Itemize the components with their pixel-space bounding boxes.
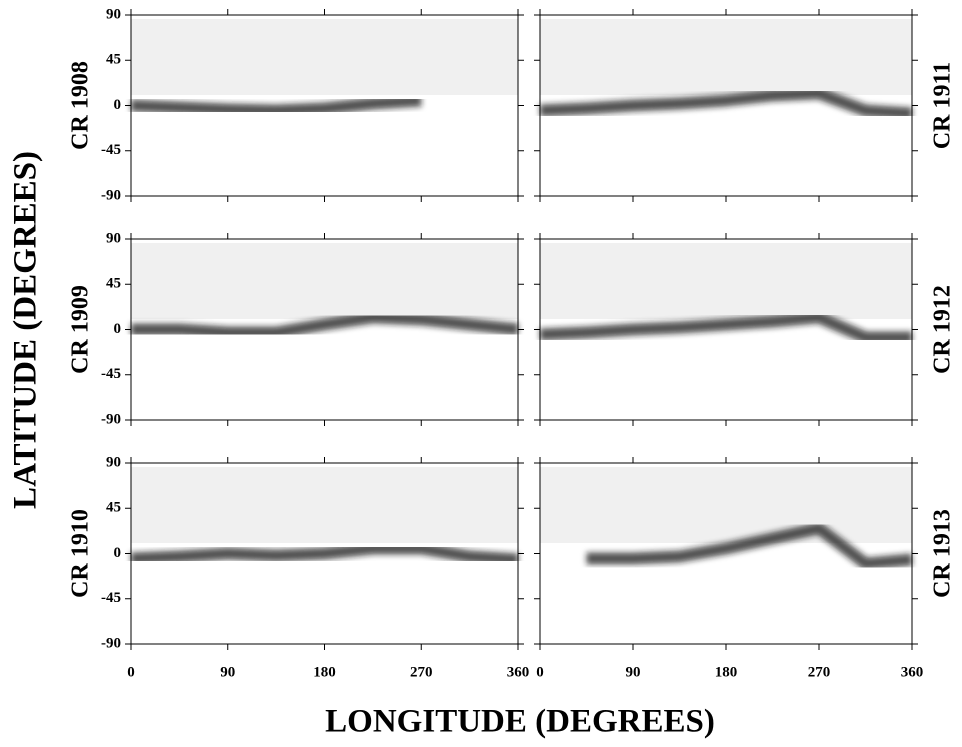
panel: CR 1912 — [534, 233, 956, 426]
panel: 90 45 0 -45 -90 CR 1909 — [68, 230, 524, 427]
polar-haze — [540, 467, 912, 544]
x-tick-label: 360 — [901, 664, 924, 680]
polar-haze — [131, 19, 518, 96]
y-tick-label: -45 — [101, 590, 121, 606]
y-tick-label: 0 — [114, 321, 122, 337]
x-tick-label: 90 — [220, 664, 235, 680]
x-tick-label: 180 — [715, 664, 738, 680]
y-tick-label: 0 — [114, 97, 122, 113]
streamer-belt — [586, 522, 913, 570]
streamer-belt — [539, 87, 913, 120]
x-tick-label: 180 — [313, 664, 336, 680]
panel-title: CR 1912 — [930, 285, 956, 374]
panel: 0 90 180 270 360 90 45 0 -45 -90 CR 1910 — [68, 454, 530, 680]
x-tick-label: 0 — [127, 664, 135, 680]
x-tick-label: 0 — [536, 664, 544, 680]
panel-title: CR 1913 — [930, 509, 956, 598]
streamer-belt — [539, 311, 912, 344]
panel: 90 45 0 -45 -90 CR 1908 — [68, 6, 525, 203]
y-tick-label: 45 — [106, 276, 121, 292]
y-tick-label: 90 — [106, 454, 121, 470]
streamer-belt — [130, 542, 519, 566]
y-tick-label: -90 — [101, 187, 121, 203]
x-tick-label: 270 — [410, 664, 433, 680]
polar-haze — [540, 243, 912, 320]
panel-title: CR 1910 — [68, 509, 94, 598]
panel-title: CR 1909 — [68, 285, 94, 374]
polar-haze — [540, 19, 912, 96]
streamer-belt — [131, 311, 519, 339]
panel: CR 1911 — [534, 9, 956, 202]
y-tick-label: -90 — [101, 411, 121, 427]
panel-title: CR 1908 — [68, 61, 94, 150]
y-tick-label: 0 — [114, 545, 122, 561]
x-tick-label: 90 — [626, 664, 641, 680]
y-tick-label: 45 — [106, 500, 121, 516]
y-tick-label: 45 — [106, 52, 121, 68]
y-tick-label: 90 — [106, 230, 121, 246]
y-axis-label: LATITUDE (DEGREES) — [8, 151, 44, 509]
polar-haze — [131, 467, 518, 544]
x-tick-label: 360 — [507, 664, 530, 680]
y-tick-label: -45 — [101, 366, 121, 382]
y-tick-label: -90 — [101, 635, 121, 651]
panel: 0 90 180 270 360 CR 1913 — [534, 457, 956, 680]
x-axis-label: LONGITUDE (DEGREES) — [325, 704, 715, 740]
y-tick-label: 90 — [106, 6, 121, 22]
x-tick-label: 270 — [808, 664, 831, 680]
y-tick-label: -45 — [101, 142, 121, 158]
panel-title: CR 1911 — [930, 62, 956, 149]
polar-haze — [131, 243, 518, 320]
